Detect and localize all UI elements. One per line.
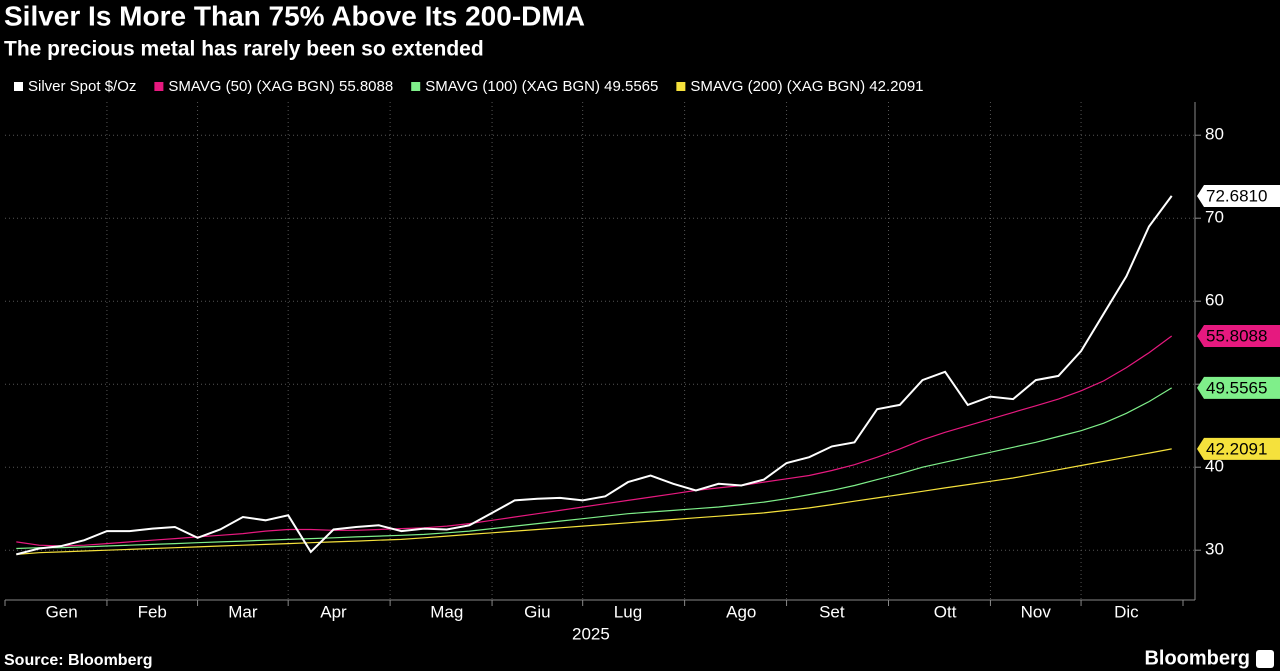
x-tick-label: Mar — [228, 602, 258, 621]
y-tick-label: 80 — [1205, 125, 1224, 144]
x-tick-label: Apr — [320, 602, 347, 621]
value-tag — [1197, 324, 1280, 347]
legend-swatch — [14, 82, 23, 91]
legend-label: SMAVG (100) (XAG BGN) 49.5565 — [425, 78, 658, 95]
legend-swatch — [411, 82, 421, 91]
source: Source: Bloomberg — [4, 652, 152, 669]
y-tick-label: 60 — [1205, 291, 1224, 310]
x-tick-label: Gen — [46, 602, 78, 621]
legend-swatch — [154, 82, 164, 91]
legend-swatch — [676, 82, 686, 91]
x-tick-label: Ago — [726, 602, 756, 621]
brand-icon — [1256, 650, 1274, 668]
value-tag — [1197, 437, 1280, 460]
series-line — [16, 387, 1173, 550]
brand: Bloomberg — [1144, 647, 1250, 669]
series-line — [16, 335, 1173, 547]
series-line — [16, 448, 1172, 555]
x-tick-label: Ott — [934, 602, 957, 621]
value-tag — [1197, 184, 1280, 207]
value-tag — [1197, 376, 1280, 399]
value-tag-label: 49.5565 — [1206, 378, 1267, 397]
legend-label: SMAVG (50) (XAG BGN) 55.8088 — [168, 78, 393, 95]
chart-title: Silver Is More Than 75% Above Its 200-DM… — [4, 0, 585, 31]
x-tick-label: Nov — [1021, 602, 1052, 621]
x-tick-label: Feb — [138, 602, 167, 621]
x-axis-label: 2025 — [572, 624, 610, 643]
value-tag-label: 72.6810 — [1206, 186, 1267, 205]
x-tick-label: Giu — [524, 602, 550, 621]
y-tick-label: 70 — [1205, 208, 1224, 227]
value-tag-label: 42.2091 — [1206, 439, 1267, 458]
chart-subtitle: The precious metal has rarely been so ex… — [4, 38, 484, 61]
x-tick-label: Dic — [1114, 602, 1139, 621]
x-tick-label: Set — [819, 602, 845, 621]
x-tick-label: Lug — [614, 602, 642, 621]
legend-label: Silver Spot $/Oz — [28, 78, 136, 95]
x-tick-label: Mag — [430, 602, 463, 621]
y-tick-label: 30 — [1205, 540, 1224, 559]
value-tag-label: 55.8088 — [1206, 326, 1267, 345]
series-line — [16, 195, 1173, 556]
y-tick-label: 40 — [1205, 457, 1224, 476]
legend-label: SMAVG (200) (XAG BGN) 42.2091 — [690, 78, 923, 95]
